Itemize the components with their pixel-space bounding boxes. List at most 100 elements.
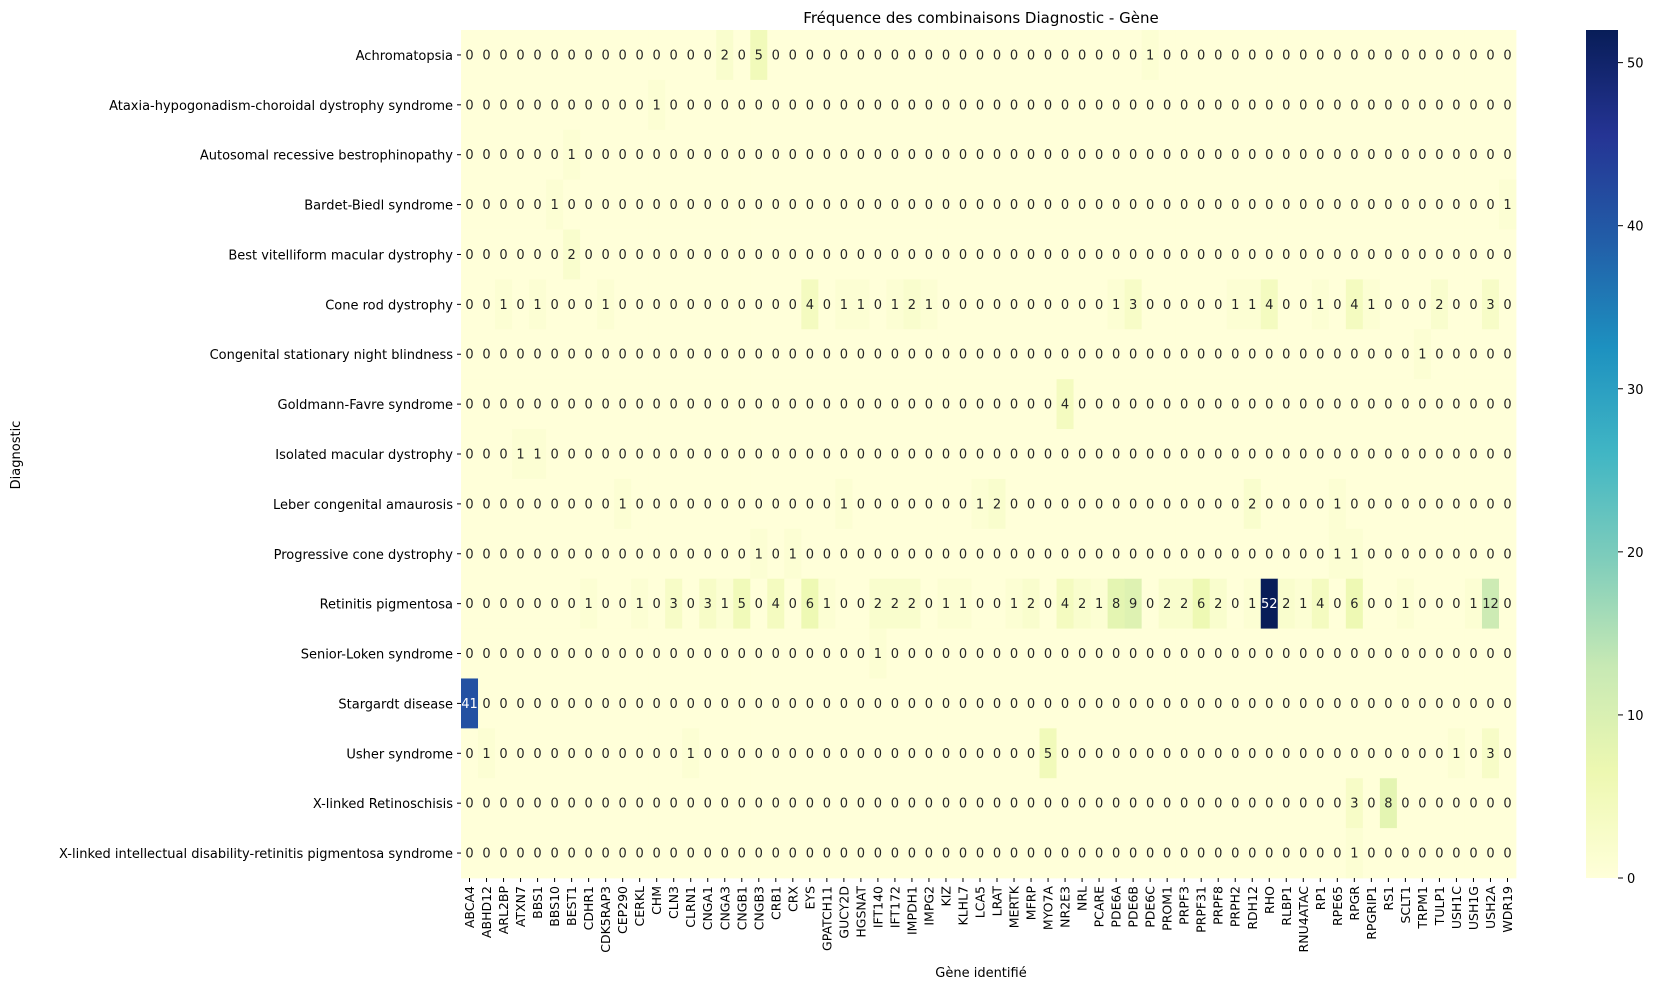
heatmap-cell xyxy=(767,229,785,280)
heatmap-cell xyxy=(512,279,530,330)
heatmap-cell xyxy=(1073,129,1091,181)
cell-value-label: 0 xyxy=(516,248,524,263)
heatmap-cell xyxy=(1022,478,1040,530)
heatmap-cell xyxy=(954,229,972,280)
heatmap-cell xyxy=(767,379,785,430)
heatmap-cell xyxy=(784,129,802,181)
cell-value-label: 0 xyxy=(533,647,541,662)
cell-value-label: 2 xyxy=(874,597,882,612)
heatmap-cell xyxy=(597,79,615,131)
cell-value-label: 0 xyxy=(533,697,541,712)
cell-value-label: 0 xyxy=(1418,497,1426,512)
heatmap-cell xyxy=(1362,329,1381,380)
cell-value-label: 0 xyxy=(1180,448,1188,463)
heatmap-cell xyxy=(614,478,632,530)
cell-value-label: 1 xyxy=(550,198,558,213)
heatmap-cell xyxy=(1345,279,1364,330)
heatmap-cell xyxy=(1107,129,1126,181)
heatmap-cell xyxy=(682,279,700,330)
heatmap-cell xyxy=(750,30,768,81)
heatmap-cell xyxy=(1481,79,1500,131)
cell-value-label: 0 xyxy=(567,697,575,712)
heatmap-cell xyxy=(1090,578,1109,629)
cell-value-label: 1 xyxy=(1401,597,1409,612)
heatmap-cell xyxy=(1056,628,1074,679)
cell-value-label: 0 xyxy=(601,747,609,762)
heatmap-cell xyxy=(1090,478,1109,530)
heatmap-cell xyxy=(1464,578,1483,629)
heatmap-cell xyxy=(1498,279,1517,330)
cell-value-label: 0 xyxy=(584,148,592,163)
cell-value-label: 0 xyxy=(1367,747,1375,762)
x-tick-label: BEST1 xyxy=(564,886,579,926)
cell-value-label: 0 xyxy=(670,847,678,862)
heatmap-cell xyxy=(1260,179,1279,230)
heatmap-cell xyxy=(1022,379,1040,430)
cell-value-label: 0 xyxy=(1027,248,1035,263)
cell-value-label: 0 xyxy=(1163,547,1171,562)
heatmap-cell xyxy=(461,179,479,230)
heatmap-cell xyxy=(903,79,921,131)
heatmap-cell xyxy=(614,279,632,330)
cell-value-label: 0 xyxy=(1452,98,1460,113)
heatmap-cell xyxy=(495,279,513,330)
cell-value-label: 0 xyxy=(1231,697,1239,712)
cell-value-label: 0 xyxy=(1299,497,1307,512)
cell-value-label: 0 xyxy=(687,697,695,712)
heatmap-cell xyxy=(1260,528,1279,580)
cell-value-label: 0 xyxy=(908,148,916,163)
cell-value-label: 0 xyxy=(1333,148,1341,163)
heatmap-cell xyxy=(954,329,972,380)
cell-value-label: 0 xyxy=(499,547,507,562)
heatmap-cell xyxy=(1141,179,1160,230)
cell-value-label: 0 xyxy=(670,448,678,463)
cell-value-label: 0 xyxy=(1197,797,1205,812)
heatmap-cell xyxy=(852,30,870,81)
heatmap-cell xyxy=(682,329,700,380)
heatmap-cell xyxy=(733,478,751,530)
heatmap-cell xyxy=(1345,578,1364,629)
heatmap-cell xyxy=(495,578,513,629)
cell-value-label: 0 xyxy=(601,847,609,862)
cell-value-label: 0 xyxy=(1027,48,1035,63)
x-tick-label: BBS1 xyxy=(530,886,545,919)
heatmap-cell xyxy=(1175,429,1194,480)
cell-value-label: 0 xyxy=(499,597,507,612)
heatmap-cell xyxy=(1447,79,1466,131)
heatmap-cell xyxy=(1226,528,1245,580)
cell-value-label: 0 xyxy=(482,697,490,712)
heatmap-cell xyxy=(716,578,734,629)
cell-value-label: 0 xyxy=(874,547,882,562)
heatmap-cell xyxy=(886,379,904,430)
heatmap-cell xyxy=(1209,578,1228,629)
heatmap-cell xyxy=(597,179,615,230)
heatmap-cell xyxy=(1124,628,1143,679)
x-tick-label: USH2A xyxy=(1483,886,1498,929)
cell-value-label: 0 xyxy=(1333,98,1341,113)
heatmap-cell xyxy=(971,79,989,131)
heatmap-cell xyxy=(1056,429,1074,480)
cell-value-label: 0 xyxy=(993,48,1001,63)
cell-value-label: 0 xyxy=(636,497,644,512)
heatmap-cell xyxy=(869,329,887,380)
cell-value-label: 0 xyxy=(1129,248,1137,263)
cell-value-label: 0 xyxy=(1214,647,1222,662)
heatmap-cell xyxy=(478,528,496,580)
heatmap-cell xyxy=(1243,179,1262,230)
cell-value-label: 0 xyxy=(619,747,627,762)
cell-value-label: 0 xyxy=(1367,348,1375,363)
cell-value-label: 0 xyxy=(874,248,882,263)
cell-value-label: 0 xyxy=(653,348,661,363)
cell-value-label: 1 xyxy=(840,497,848,512)
heatmap-cell xyxy=(835,129,853,181)
heatmap-cell xyxy=(716,528,734,580)
cell-value-label: 0 xyxy=(687,547,695,562)
cell-value-label: 0 xyxy=(857,348,865,363)
heatmap-cell xyxy=(1328,179,1347,230)
heatmap-cell xyxy=(512,229,530,280)
cell-value-label: 0 xyxy=(653,298,661,313)
cell-value-label: 0 xyxy=(772,248,780,263)
cell-value-label: 0 xyxy=(550,497,558,512)
cell-value-label: 0 xyxy=(1299,298,1307,313)
heatmap-cell xyxy=(1447,329,1466,380)
